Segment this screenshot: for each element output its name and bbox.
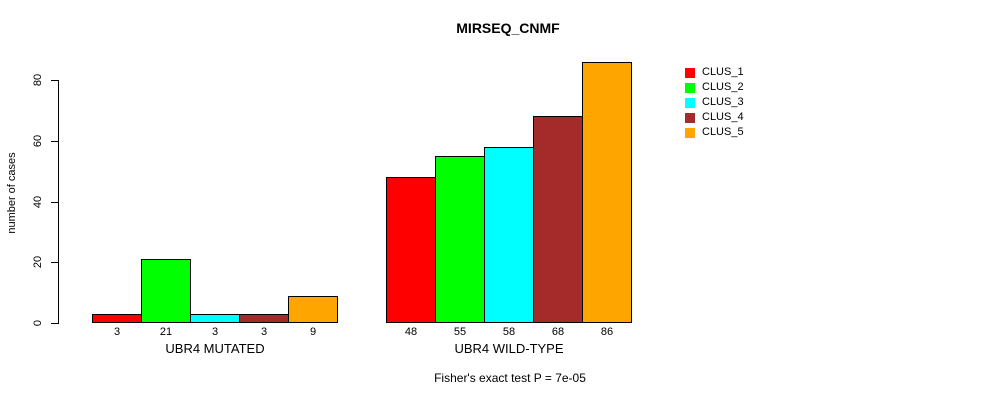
bar-value-label: 55 [453,326,467,338]
group-label-ubr4-wild-type: UBR4 WILD-TYPE [454,341,564,356]
bar-value-label: 3 [211,326,219,338]
legend-label: CLUS_2 [702,81,744,93]
legend-label: CLUS_5 [702,126,744,138]
bar-value-label: 21 [159,326,173,338]
chart-title: MIRSEQ_CNMF [456,20,560,36]
legend-swatch-clus_3 [685,97,695,108]
bar-value-label: 48 [404,326,418,338]
bar-clus_1-ubr4-wild-type [386,177,436,323]
y-tick-label: 40 [32,195,44,209]
bar-clus_1-ubr4-mutated [92,314,142,323]
bar-clus_5-ubr4-wild-type [582,62,632,323]
y-tick [51,262,58,263]
bar-clus_4-ubr4-mutated [239,314,289,323]
legend-entry-clus_5: CLUS_5 [685,125,744,140]
y-tick-label: 0 [32,319,44,327]
y-tick [51,323,58,324]
y-axis-title: number of cases [6,152,18,234]
bar-value-label: 9 [309,326,317,338]
legend-label: CLUS_1 [702,66,744,78]
bar-value-label: 3 [260,326,268,338]
y-tick-label: 20 [32,255,44,269]
y-tick [51,202,58,203]
legend-entry-clus_2: CLUS_2 [685,80,744,95]
bar-clus_3-ubr4-wild-type [484,147,534,323]
y-tick-label: 80 [32,73,44,87]
legend-swatch-clus_1 [685,67,695,78]
group-label-ubr4-mutated: UBR4 MUTATED [165,341,265,356]
legend-entry-clus_4: CLUS_4 [685,110,744,125]
bar-clus_4-ubr4-wild-type [533,116,583,323]
y-tick-label: 60 [32,134,44,148]
legend-label: CLUS_4 [702,111,744,123]
bar-value-label: 3 [113,326,121,338]
y-axis-line [58,80,59,324]
legend-label: CLUS_3 [702,96,744,108]
bar-value-label: 86 [600,326,614,338]
legend: CLUS_1 CLUS_2 CLUS_3 CLUS_4 CLUS_5 [685,65,744,140]
bar-value-label: 68 [551,326,565,338]
legend-entry-clus_1: CLUS_1 [685,65,744,80]
bar-clus_3-ubr4-mutated [190,314,240,323]
y-tick [51,141,58,142]
bar-clus_2-ubr4-wild-type [435,156,485,323]
y-tick [51,80,58,81]
legend-swatch-clus_2 [685,82,695,93]
legend-entry-clus_3: CLUS_3 [685,95,744,110]
bar-value-label: 58 [502,326,516,338]
bar-clus_5-ubr4-mutated [288,296,338,323]
bar-clus_2-ubr4-mutated [141,259,191,323]
fisher-test-annotation: Fisher's exact test P = 7e-05 [434,371,586,385]
legend-swatch-clus_4 [685,112,695,123]
legend-swatch-clus_5 [685,127,695,138]
